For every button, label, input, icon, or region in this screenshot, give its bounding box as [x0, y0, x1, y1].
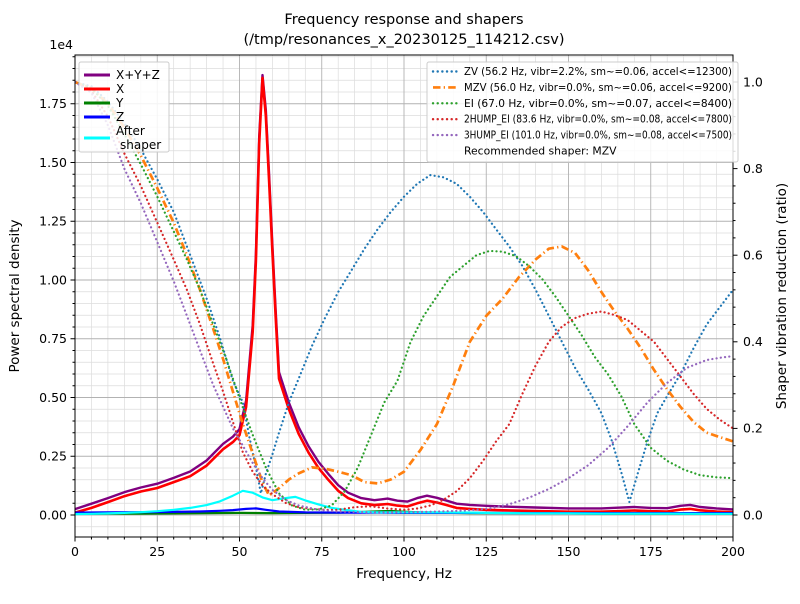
legend-entry-x-y-z: X+Y+Z [84, 68, 160, 82]
legend-entry-3hump-ei: 3HUMP_EI (101.0 Hz, vibr=0.0%, sm~=0.08,… [431, 129, 732, 142]
legend-label: shaper [120, 138, 161, 152]
x-tick-label: 50 [232, 544, 248, 559]
y-right-tick-label: 0.2 [743, 421, 763, 436]
axis-tick-labels: 0 25 50 75 100 125 150 175 200 0.00 0.25 0.50 0.75 1.… [39, 74, 763, 559]
legend-label: Z [116, 110, 124, 124]
y-left-tick-label: 1.25 [39, 214, 67, 229]
x-tick-label: 100 [392, 544, 416, 559]
legend-entry-mzv: MZV (56.0 Hz, vibr=0.0%, sm~=0.06, accel… [433, 81, 732, 94]
curves [75, 73, 733, 516]
legend-label: ZV (56.2 Hz, vibr=2.2%, sm~=0.06, accel<… [464, 65, 732, 78]
legend-label: Y [115, 96, 124, 110]
y-axis-offset-label: 1e4 [49, 37, 73, 52]
curve-after-shaper [75, 489, 733, 516]
y-right-tick-label: 1.0 [743, 74, 763, 89]
x-tick-label: 125 [474, 544, 498, 559]
plot-area: 0 25 50 75 100 125 150 175 200 0.00 0.25 0.50 0.75 1.… [39, 54, 763, 559]
legend-label: X [116, 82, 124, 96]
y-axis-label-left: Power spectral density [7, 219, 23, 372]
axis-ticks [70, 56, 738, 542]
legend-label: MZV (56.0 Hz, vibr=0.0%, sm~=0.06, accel… [464, 81, 732, 94]
legend-entry-z: Z [84, 110, 124, 124]
chart-subtitle: (/tmp/resonances_x_20230125_114212.csv) [243, 32, 564, 48]
x-tick-label: 150 [557, 544, 581, 559]
y-axis-label-right: Shaper vibration reduction (ratio) [774, 183, 790, 409]
legend-entry-y: Y [84, 96, 124, 110]
y-right-tick-label: 0.0 [743, 507, 763, 522]
curve-2hump-ei [75, 80, 733, 511]
y-right-tick-label: 0.6 [743, 248, 763, 263]
y-left-tick-label: 0.75 [39, 331, 67, 346]
x-tick-label: 25 [149, 544, 165, 559]
legend-recommended-shaper-note: Recommended shaper: MZV [464, 145, 617, 158]
y-left-tick-label: 0.25 [39, 449, 67, 464]
x-axis-label: Frequency, Hz [356, 566, 452, 582]
legend-label: EI (67.0 Hz, vibr=0.0%, sm~=0.07, accel<… [464, 97, 732, 110]
curve-zv [75, 80, 733, 504]
chart-title: Frequency response and shapers [284, 12, 523, 28]
legend-label: X+Y+Z [116, 68, 160, 82]
x-tick-label: 200 [721, 544, 745, 559]
legend-label: 3HUMP_EI (101.0 Hz, vibr=0.0%, sm~=0.08,… [464, 129, 732, 142]
curve-3hump-ei [75, 80, 733, 514]
y-left-tick-label: 1.00 [39, 272, 67, 287]
curve-x [75, 76, 733, 514]
y-left-tick-label: 1.50 [39, 155, 67, 170]
y-left-tick-label: 0.00 [39, 507, 67, 522]
legend-label: 2HUMP_EI (83.6 Hz, vibr=0.0%, sm~=0.08, … [464, 113, 732, 126]
x-tick-label: 175 [639, 544, 663, 559]
legend-shapers-box [426, 61, 739, 163]
y-right-tick-label: 0.4 [743, 334, 763, 349]
legend-label: After [116, 124, 145, 138]
y-left-tick-label: 0.50 [39, 390, 67, 405]
legend-shapers: ZV (56.2 Hz, vibr=2.2%, sm~=0.06, accel<… [426, 61, 739, 163]
legend-psd-box [78, 61, 170, 153]
y-left-tick-label: 1.75 [39, 96, 67, 111]
y-right-tick-label: 0.8 [743, 161, 763, 176]
curve-ei [75, 80, 733, 511]
legend-entry-x: X [84, 82, 124, 96]
x-tick-label: 75 [314, 544, 330, 559]
curve-x-y-z [75, 73, 733, 511]
legend-entry-zv: ZV (56.2 Hz, vibr=2.2%, sm~=0.06, accel<… [431, 65, 732, 78]
legend-entry-ei: EI (67.0 Hz, vibr=0.0%, sm~=0.07, accel<… [431, 97, 732, 110]
legend-entry-2hump-ei: 2HUMP_EI (83.6 Hz, vibr=0.0%, sm~=0.08, … [431, 113, 732, 126]
x-tick-label: 0 [71, 544, 79, 559]
